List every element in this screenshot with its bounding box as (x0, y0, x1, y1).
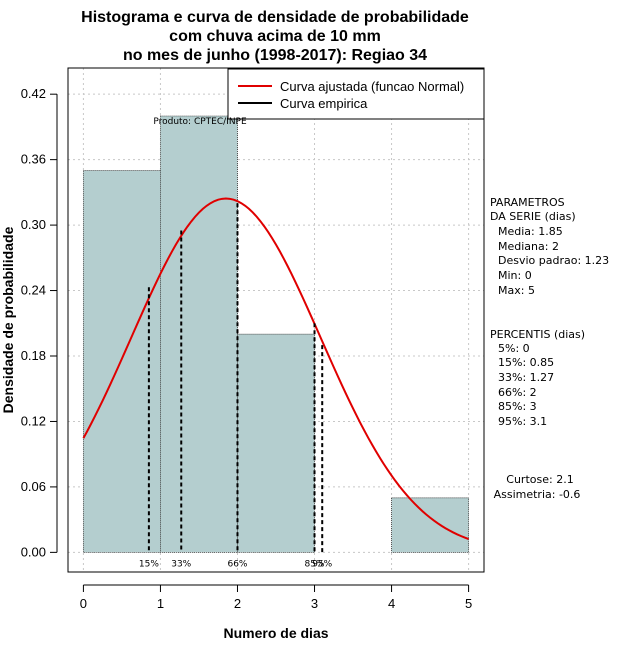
assimetria-value: Assimetria: -0.6 (494, 488, 581, 501)
histogram-bar-0-1 (83, 170, 161, 553)
y-tick-label-0.42: 0.42 (21, 86, 46, 101)
chart-title-line-1: Histograma e curva de densidade de proba… (81, 9, 469, 26)
legend-box (227, 68, 485, 120)
percentile-5: 5%: 0 (498, 342, 530, 355)
curtose-value: Curtose: 2.1 (506, 473, 573, 486)
parametros-title-1: PARAMETROS (490, 196, 565, 209)
x-tick-label-1: 1 (157, 596, 164, 611)
y-axis-label: Densidade de probabilidade (0, 226, 16, 413)
x-tick-label-5: 5 (465, 596, 472, 611)
x-axis-label: Numero de dias (223, 625, 328, 641)
min-value: Min: 0 (498, 269, 532, 282)
percentile-label-95: 95% (312, 559, 332, 569)
percentile-95: 95%: 3.1 (498, 415, 547, 428)
histogram-bar-2-3 (237, 333, 315, 553)
shape-statistics: Curtose: 2.1 Assimetria: -0.6 (494, 473, 581, 501)
parametros-title-2: DA SERIE (dias) (490, 210, 576, 223)
y-axis: 0.00 0.06 0.12 0.18 0.24 0.30 0.36 0.42 (21, 86, 58, 559)
legend-label-empirical: Curva empirica (280, 96, 368, 111)
percentile-lines: 15% 33% 66% 85%95% (139, 203, 333, 569)
histogram-bars (83, 115, 469, 553)
percentile-15: 15%: 0.85 (498, 356, 554, 369)
percentile-label-85: 85% (305, 559, 325, 569)
mediana-value: Mediana: 2 (498, 240, 559, 253)
x-tick-label-0: 0 (80, 596, 87, 611)
percentile-85: 85%: 3 (498, 400, 537, 413)
media-value: Media: 1.85 (498, 225, 563, 238)
percentis-title: PERCENTIS (dias) (490, 328, 585, 341)
plot-frame (67, 67, 485, 573)
percentiles-panel: PERCENTIS (dias) 5%: 0 15%: 0.85 33%: 1.… (490, 328, 585, 428)
chart-title-line-2: com chuva acima de 10 mm (169, 28, 381, 45)
percentile-66: 66%: 2 (498, 386, 537, 399)
legend: Curva ajustada (funcao Normal) Curva emp… (227, 68, 485, 120)
x-tick-label-4: 4 (388, 596, 395, 611)
x-tick-label-3: 3 (311, 596, 318, 611)
percentile-label-66: 66% (227, 559, 247, 569)
histogram-bar-1-2 (160, 115, 238, 553)
normal-fit-curve (82, 197, 469, 540)
percentile-label-33: 33% (171, 559, 191, 569)
y-tick-label-0.06: 0.06 (21, 479, 46, 494)
y-tick-label-0.00: 0.00 (21, 544, 46, 559)
chart-title-line-3: no mes de junho (1998-2017): Regiao 34 (123, 47, 427, 64)
x-axis: 0 1 2 3 4 5 (80, 584, 472, 611)
y-tick-label-0.12: 0.12 (21, 413, 46, 428)
y-tick-label-0.24: 0.24 (21, 283, 46, 298)
normal-curve-layer (82, 197, 469, 540)
product-label: Produto: CPTEC/INPE (153, 117, 247, 127)
x-tick-label-2: 2 (234, 596, 241, 611)
y-tick-label-0.36: 0.36 (21, 152, 46, 167)
percentile-label-15: 15% (139, 559, 159, 569)
desvio-value: Desvio padrao: 1.23 (498, 254, 609, 267)
y-tick-label-0.30: 0.30 (21, 217, 46, 232)
percentile-33: 33%: 1.27 (498, 371, 554, 384)
legend-label-fit: Curva ajustada (funcao Normal) (280, 79, 464, 94)
y-tick-label-0.18: 0.18 (21, 348, 46, 363)
histogram-bar-4-5 (391, 497, 469, 553)
max-value: Max: 5 (498, 284, 535, 297)
series-parameters-panel: PARAMETROS DA SERIE (dias) Media: 1.85 M… (490, 196, 609, 297)
